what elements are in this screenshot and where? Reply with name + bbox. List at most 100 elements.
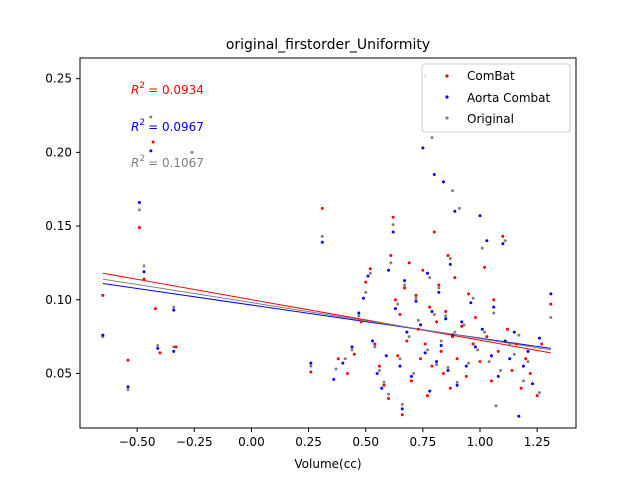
point-aorta-combat xyxy=(526,349,530,353)
point-combat xyxy=(515,342,519,346)
point-aorta-combat xyxy=(453,209,457,213)
point-original xyxy=(309,364,313,368)
point-aorta-combat xyxy=(512,330,516,334)
point-aorta-combat xyxy=(448,262,452,266)
point-original xyxy=(425,348,429,352)
point-original xyxy=(451,189,455,193)
point-combat xyxy=(352,352,356,356)
point-aorta-combat xyxy=(375,371,379,375)
point-original xyxy=(430,136,434,140)
point-combat xyxy=(309,370,313,374)
y-tick-label: 0.15 xyxy=(45,219,72,233)
point-original xyxy=(387,392,391,396)
point-combat xyxy=(451,335,455,339)
point-original xyxy=(156,343,160,347)
point-aorta-combat xyxy=(492,305,496,309)
plot-frame xyxy=(79,57,577,429)
point-aorta-combat xyxy=(350,345,354,349)
point-original xyxy=(364,290,368,294)
point-combat xyxy=(540,342,544,346)
point-aorta-combat xyxy=(521,364,525,368)
point-combat xyxy=(510,369,514,373)
point-original xyxy=(190,150,194,154)
point-original xyxy=(492,311,496,315)
point-combat xyxy=(453,276,457,280)
point-aorta-combat xyxy=(473,345,477,349)
point-original xyxy=(334,367,338,371)
point-original xyxy=(521,379,525,383)
point-aorta-combat xyxy=(421,146,425,150)
point-aorta-combat xyxy=(149,149,153,153)
point-original xyxy=(407,335,411,339)
point-original xyxy=(537,391,541,395)
point-original xyxy=(391,223,395,227)
point-aorta-combat xyxy=(437,290,441,294)
point-aorta-combat xyxy=(409,374,413,378)
point-combat xyxy=(467,292,471,296)
point-original xyxy=(476,348,480,352)
point-aorta-combat xyxy=(309,361,313,365)
point-combat xyxy=(524,357,528,361)
point-original xyxy=(414,296,418,300)
point-aorta-combat xyxy=(423,351,427,355)
point-combat xyxy=(377,364,381,368)
point-aorta-combat xyxy=(446,369,450,373)
point-original xyxy=(480,246,484,250)
point-original xyxy=(137,208,141,212)
point-original xyxy=(432,312,436,316)
point-combat xyxy=(430,364,434,368)
point-aorta-combat xyxy=(478,214,482,218)
point-original xyxy=(428,276,432,280)
point-original xyxy=(448,256,452,260)
point-combat xyxy=(137,226,141,230)
point-original xyxy=(172,305,176,309)
point-aorta-combat xyxy=(398,364,402,368)
point-combat xyxy=(373,342,377,346)
point-original xyxy=(526,360,530,364)
point-aorta-combat xyxy=(432,172,436,176)
point-original xyxy=(398,357,402,361)
point-combat xyxy=(414,293,418,297)
point-combat xyxy=(425,394,429,398)
point-aorta-combat xyxy=(464,364,468,368)
point-aorta-combat xyxy=(332,377,336,381)
point-aorta-combat xyxy=(508,357,512,361)
point-combat xyxy=(382,383,386,387)
legend: ComBat Aorta Combat Original xyxy=(421,63,571,133)
point-aorta-combat xyxy=(384,354,388,358)
x-tick-label: 0.00 xyxy=(238,435,265,449)
point-aorta-combat xyxy=(172,349,176,353)
y-axis-ticks: 0.05 0.10 0.15 0.20 0.25 xyxy=(45,72,80,380)
legend-marker-original xyxy=(445,116,449,120)
point-aorta-combat xyxy=(469,301,473,305)
point-combat xyxy=(407,261,411,265)
legend-label-combat: ComBat xyxy=(467,69,515,83)
point-original xyxy=(467,361,471,365)
point-combat xyxy=(419,357,423,361)
point-original xyxy=(412,371,416,375)
point-aorta-combat xyxy=(496,374,500,378)
point-original xyxy=(444,314,448,318)
point-combat xyxy=(492,298,496,302)
point-original xyxy=(455,380,459,384)
x-tick-label: 1.00 xyxy=(467,435,494,449)
point-aorta-combat xyxy=(341,361,345,365)
point-aorta-combat xyxy=(439,343,443,347)
y-tick-label: 0.10 xyxy=(45,293,72,307)
y-tick-label: 0.05 xyxy=(45,366,72,380)
point-aorta-combat xyxy=(380,386,384,390)
point-combat xyxy=(437,283,441,287)
point-combat xyxy=(460,324,464,328)
point-aorta-combat xyxy=(357,311,361,315)
point-original xyxy=(494,404,498,408)
point-combat xyxy=(320,206,324,210)
point-aorta-combat xyxy=(414,299,418,303)
point-combat xyxy=(448,386,452,390)
point-aorta-combat xyxy=(391,230,395,234)
point-combat xyxy=(432,230,436,234)
x-tick-label: 0.25 xyxy=(295,435,322,449)
data-points xyxy=(101,74,553,418)
point-aorta-combat xyxy=(480,327,484,331)
point-aorta-combat xyxy=(101,333,105,337)
point-aorta-combat xyxy=(400,407,404,411)
